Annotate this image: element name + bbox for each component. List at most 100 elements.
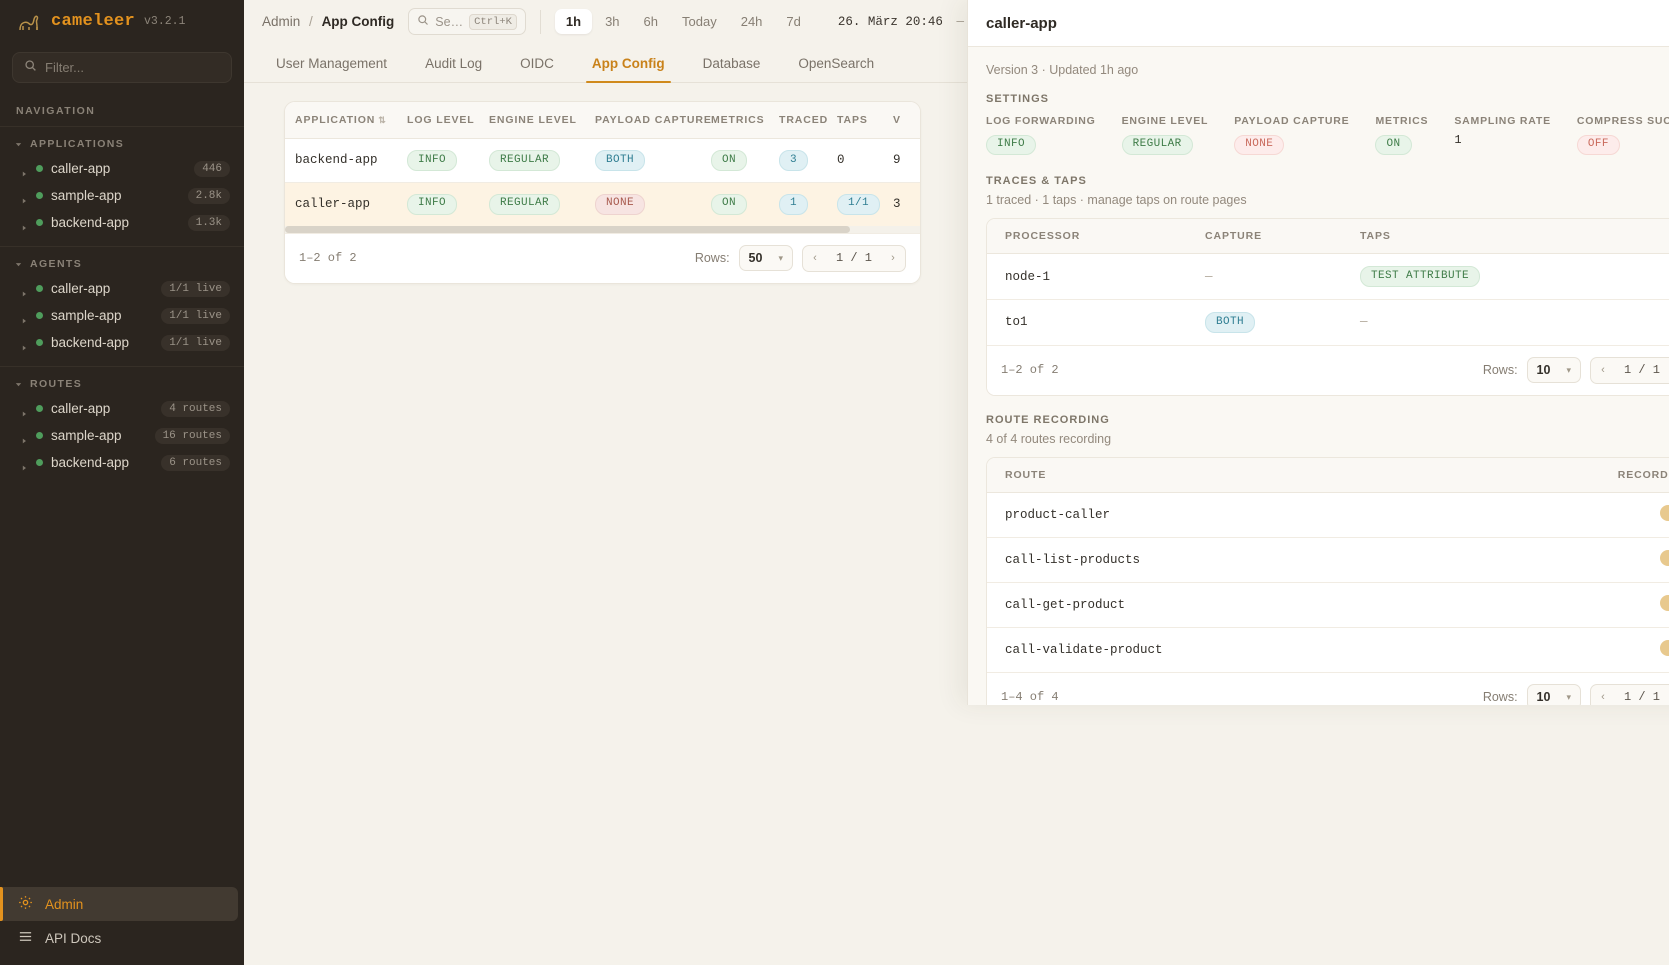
col-log-level[interactable]: LOG LEVEL	[397, 102, 479, 139]
cell-log-level: INFO	[397, 138, 479, 183]
gear-icon	[18, 895, 33, 913]
traces-table: PROCESSOR CAPTURE TAPS node-1 — TEST ATT…	[987, 219, 1669, 345]
scrollbar-thumb[interactable]	[285, 225, 851, 233]
tab-database[interactable]: Database	[702, 56, 761, 71]
recording-toggle[interactable]	[1660, 504, 1669, 521]
range-1h[interactable]: 1h	[554, 9, 593, 34]
table-header-row: ROUTE RECORDING	[987, 457, 1669, 493]
table-row[interactable]: to1 BOTH —	[987, 300, 1669, 345]
range-7d[interactable]: 7d	[786, 14, 801, 29]
sidebar-item-sample-app[interactable]: sample-app 2.8k	[0, 182, 244, 209]
col-engine-level[interactable]: ENGINE LEVEL	[479, 102, 585, 139]
status-badge: REGULAR	[489, 150, 561, 171]
nav-group-header[interactable]: ROUTES	[0, 373, 244, 395]
col-taps[interactable]: TAPS	[827, 102, 883, 139]
sidebar-nav: NAVIGATION APPLICATIONS caller-app 446	[0, 95, 244, 887]
setting-value-badge: OFF	[1576, 134, 1620, 156]
rows-per-page-select[interactable]: 10 ▾	[1526, 357, 1581, 384]
col-capture[interactable]: CAPTURE	[1187, 219, 1342, 255]
result-count: 1–4 of 4	[1001, 690, 1059, 705]
col-metrics[interactable]: METRICS	[701, 102, 769, 139]
col-traced[interactable]: TRACED	[769, 102, 827, 139]
col-processor[interactable]: PROCESSOR	[987, 219, 1187, 255]
col-route[interactable]: ROUTE	[987, 457, 1558, 493]
nav-group-applications: APPLICATIONS caller-app 446 sample-app 2…	[0, 126, 244, 246]
sidebar-route-sample-app[interactable]: sample-app 16 routes	[0, 422, 244, 449]
sidebar-item-label: sample-app	[51, 308, 122, 323]
sidebar-item-backend-app[interactable]: backend-app 1.3k	[0, 209, 244, 236]
col-version[interactable]: V	[883, 102, 920, 139]
nav-group-header[interactable]: APPLICATIONS	[0, 133, 244, 155]
table-row[interactable]: caller-app INFO REGULAR NONE ON 1	[285, 182, 920, 226]
cell-payload-capture: BOTH	[585, 138, 701, 183]
traces-footer: 1–2 of 2 Rows: 10 ▾ ‹ 1 / 1 ›	[987, 344, 1669, 395]
sidebar-route-caller-app[interactable]: caller-app 4 routes	[0, 395, 244, 422]
tab-opensearch[interactable]: OpenSearch	[798, 56, 875, 71]
chevron-right-icon	[20, 219, 28, 230]
prev-page-button[interactable]: ‹	[1601, 364, 1605, 377]
sidebar-item-badge: 2.8k	[187, 187, 230, 204]
sidebar-item-api-docs[interactable]: API Docs	[0, 921, 244, 955]
recording-toggle[interactable]	[1660, 639, 1669, 656]
sidebar-agent-sample-app[interactable]: sample-app 1/1 live	[0, 302, 244, 329]
sidebar-item-caller-app[interactable]: caller-app 446	[0, 155, 244, 182]
range-6h[interactable]: 6h	[643, 14, 659, 29]
table-row[interactable]: call-get-product	[987, 582, 1669, 628]
range-today[interactable]: Today	[682, 14, 717, 29]
cell-processor: node-1	[987, 253, 1187, 300]
table-row[interactable]: call-validate-product	[987, 627, 1669, 672]
prev-page-button[interactable]: ‹	[813, 252, 817, 264]
page-position: 1 / 1	[1623, 363, 1660, 378]
panel-meta: Version 3 · Updated 1h ago	[986, 63, 1139, 77]
table-row[interactable]: backend-app INFO REGULAR BOTH ON 3	[285, 138, 920, 183]
nav-group-header[interactable]: AGENTS	[0, 253, 244, 275]
sidebar-item-admin[interactable]: Admin	[0, 887, 238, 921]
pagination-controls: Rows: 10 ▾ ‹ 1 / 1 ›	[1483, 683, 1669, 705]
sidebar-agent-caller-app[interactable]: caller-app 1/1 live	[0, 275, 244, 302]
status-badge: REGULAR	[489, 193, 561, 215]
cell-recording	[1558, 492, 1669, 538]
tab-app-config[interactable]: App Config	[578, 46, 679, 83]
rows-per-page-select[interactable]: 10 ▾	[1526, 684, 1581, 705]
result-count: 1–2 of 2	[1001, 363, 1059, 378]
col-application[interactable]: APPLICATION ⇅	[285, 102, 397, 139]
setting-compress-success: COMPRESS SUCCESS OFF	[1576, 115, 1669, 156]
tap-badge: TEST ATTRIBUTE	[1360, 266, 1481, 287]
sidebar-agent-backend-app[interactable]: backend-app 1/1 live	[0, 329, 244, 356]
table-row[interactable]: product-caller	[987, 492, 1669, 538]
breadcrumb-root[interactable]: Admin	[262, 14, 301, 29]
recording-toggle[interactable]	[1660, 549, 1669, 566]
nav-group-agents: AGENTS caller-app 1/1 live sample-app 1/…	[0, 246, 244, 366]
table-row[interactable]: node-1 — TEST ATTRIBUTE	[987, 253, 1669, 300]
next-page-button[interactable]: ›	[891, 252, 895, 264]
col-taps[interactable]: TAPS	[1342, 219, 1669, 255]
range-3h[interactable]: 3h	[605, 14, 620, 29]
status-dot	[36, 339, 43, 346]
rows-per-page-select[interactable]: 50 ▾	[738, 245, 793, 271]
search-input[interactable]: Se… Ctrl+K	[408, 8, 526, 35]
filter-box[interactable]	[12, 52, 232, 83]
setting-label: COMPRESS SUCCESS	[1576, 115, 1669, 127]
col-recording[interactable]: RECORDING	[1558, 457, 1669, 493]
prev-page-button[interactable]: ‹	[1601, 691, 1605, 704]
sidebar-route-backend-app[interactable]: backend-app 6 routes	[0, 449, 244, 476]
table-row[interactable]: call-list-products	[987, 537, 1669, 583]
tab-audit-log[interactable]: Audit Log	[425, 56, 483, 71]
detail-panel: caller-app × Version 3 · Updated 1h ago …	[967, 0, 1669, 705]
pager: ‹ 1 / 1 ›	[1589, 356, 1669, 384]
cell-log-level: INFO	[397, 182, 479, 226]
col-payload-capture[interactable]: PAYLOAD CAPTURE	[585, 102, 711, 139]
horizontal-scrollbar[interactable]	[285, 225, 920, 233]
sidebar-bottom: Admin API Docs	[0, 887, 244, 965]
range-24h[interactable]: 24h	[740, 14, 763, 29]
recording-toggle[interactable]	[1660, 594, 1669, 611]
brand[interactable]: cameleer v3.2.1	[0, 0, 244, 43]
tab-oidc[interactable]: OIDC	[520, 56, 554, 71]
cell-payload-capture: NONE	[585, 182, 701, 226]
filter-input[interactable]	[45, 60, 220, 75]
sidebar-item-label: backend-app	[51, 455, 130, 470]
tab-user-management[interactable]: User Management	[276, 56, 388, 71]
breadcrumb-separator: /	[309, 14, 313, 29]
time-from: 26. März 20:46	[837, 14, 943, 29]
search-icon	[417, 13, 429, 31]
